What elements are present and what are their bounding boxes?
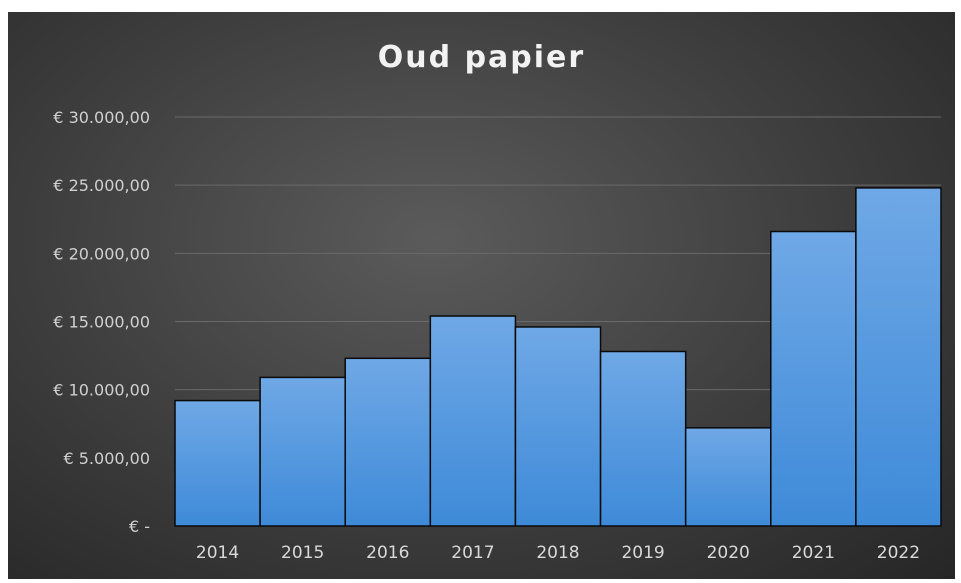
x-tick-label: 2020 bbox=[707, 543, 750, 563]
chart-title: Oud papier bbox=[377, 40, 586, 75]
bar-2019 bbox=[599, 350, 687, 527]
bar-2021 bbox=[770, 230, 857, 527]
y-tick-label: € 5.000,00 bbox=[63, 449, 150, 468]
y-tick-label: € 15.000,00 bbox=[53, 313, 150, 332]
x-tick-label: 2015 bbox=[281, 543, 324, 563]
y-axis-ticks: € - € 5.000,00 € 10.000,00 € 15.000,00 € 20.… bbox=[53, 108, 150, 536]
x-tick-label: 2022 bbox=[877, 543, 920, 563]
bar-2015 bbox=[259, 376, 346, 527]
x-tick-label: 2017 bbox=[451, 543, 494, 563]
bar-2018 bbox=[514, 326, 602, 527]
x-tick-label: 2019 bbox=[621, 543, 664, 563]
y-tick-label: € 10.000,00 bbox=[53, 381, 150, 400]
bar-2016 bbox=[344, 357, 432, 527]
plot-area: € - € 5.000,00 € 10.000,00 € 15.000,00 € 20.… bbox=[53, 108, 942, 563]
y-tick-label: € - bbox=[129, 517, 150, 536]
x-tick-label: 2018 bbox=[536, 543, 579, 563]
x-tick-label: 2021 bbox=[792, 543, 835, 563]
x-tick-label: 2016 bbox=[366, 543, 409, 563]
bar-2017 bbox=[429, 315, 517, 527]
bars bbox=[174, 187, 942, 527]
bar-2014 bbox=[174, 399, 261, 527]
bar-2020 bbox=[684, 427, 772, 527]
y-tick-label: € 25.000,00 bbox=[53, 176, 150, 195]
chart-area: Oud papier € - € 5.000,00 € 10.000,00 € 15.… bbox=[8, 12, 955, 579]
y-tick-label: € 20.000,00 bbox=[53, 244, 150, 263]
x-axis-ticks: 2014 2015 2016 2017 2018 2019 2020 2021 2022 bbox=[196, 543, 920, 563]
y-tick-label: € 30.000,00 bbox=[53, 108, 150, 127]
bar-2022 bbox=[855, 187, 942, 527]
x-tick-label: 2014 bbox=[196, 543, 239, 563]
